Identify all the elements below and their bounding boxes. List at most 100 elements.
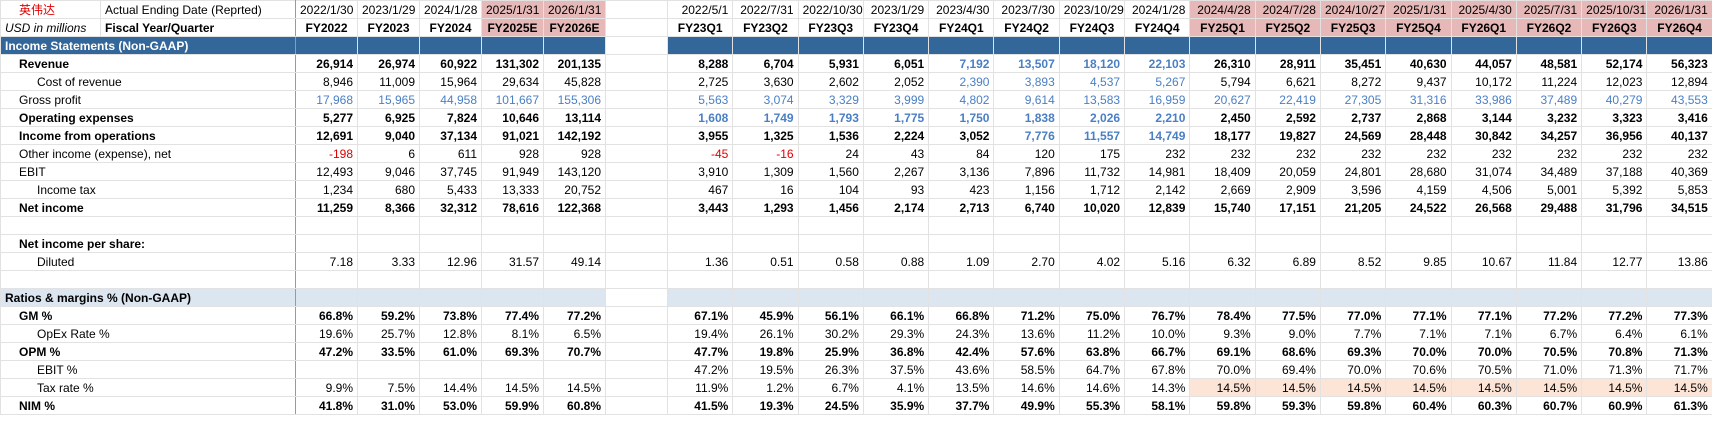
value-cell: 104	[797, 180, 864, 199]
value-cell: 2,737	[1319, 108, 1387, 127]
value-cell: 1.09	[928, 252, 995, 271]
value-cell: 2,052	[862, 72, 930, 91]
value-cell: 4.1%	[862, 378, 930, 397]
value-cell: 3,910	[666, 162, 734, 181]
empty-cell	[357, 234, 420, 253]
value-cell: 10,172	[1450, 72, 1517, 91]
spreadsheet: 英伟达 Actual Ending Date (Reprted) 2022/1/30…	[0, 0, 1712, 415]
value-cell: 14.5%	[1450, 378, 1517, 397]
value-cell: 6,925	[357, 108, 420, 127]
value-cell: 3,144	[1450, 108, 1517, 127]
empty-cell	[1450, 216, 1517, 235]
period-end-date: 2024/10/27	[1319, 0, 1387, 19]
empty-cell	[1189, 216, 1256, 235]
value-cell: 26.1%	[732, 324, 799, 343]
value-cell: 19.8%	[732, 342, 799, 361]
period-header: FY26Q4	[1646, 18, 1712, 37]
period-end-date: 2025/10/31	[1581, 0, 1648, 19]
section-cell	[1189, 36, 1256, 55]
value-cell: 13.5%	[928, 378, 995, 397]
value-cell	[419, 360, 482, 379]
value-cell: 78.4%	[1189, 306, 1256, 325]
value-cell: 25.7%	[357, 324, 420, 343]
spacer-cell	[605, 288, 668, 307]
empty-cell	[481, 216, 544, 235]
value-cell: 0.58	[797, 252, 864, 271]
value-cell: 142,192	[543, 126, 606, 145]
value-cell: 12,894	[1646, 72, 1712, 91]
row: OpEx Rate % 19.6% 25.7% 12.8% 8.1% 6.5% 19.4% 2…	[0, 324, 1712, 343]
section-cell	[797, 36, 864, 55]
value-cell: 14.5%	[1515, 378, 1583, 397]
value-cell: 59.8%	[1189, 396, 1256, 415]
empty-cell	[1581, 234, 1648, 253]
value-cell: 15,965	[357, 90, 420, 109]
value-cell: 7,192	[928, 54, 995, 73]
empty-cell	[1319, 270, 1387, 289]
period-end-date: 2025/1/31	[481, 0, 544, 19]
value-cell: 13,114	[543, 108, 606, 127]
period-header: FY23Q4	[862, 18, 930, 37]
row-label: Other income (expense), net	[0, 144, 296, 163]
row	[0, 270, 1712, 289]
value-cell: 8,946	[295, 72, 358, 91]
value-cell: 21,205	[1319, 198, 1387, 217]
period-end-date: 2025/4/30	[1450, 0, 1517, 19]
value-cell: 43,553	[1646, 90, 1712, 109]
value-cell: 78,616	[481, 198, 544, 217]
value-cell: 71.3%	[1646, 342, 1712, 361]
section-cell	[862, 36, 930, 55]
value-cell: 4.02	[1058, 252, 1126, 271]
value-cell: 24,522	[1385, 198, 1452, 217]
value-cell: 3,074	[732, 90, 799, 109]
empty-cell	[295, 216, 358, 235]
value-cell: 70.0%	[1450, 342, 1517, 361]
value-cell: 11.2%	[1058, 324, 1126, 343]
value-cell: 14.5%	[481, 378, 544, 397]
value-cell: 70.0%	[1189, 360, 1256, 379]
value-cell: 26,310	[1189, 54, 1256, 73]
value-cell: 101,667	[481, 90, 544, 109]
value-cell: 45,828	[543, 72, 606, 91]
value-cell: 52,174	[1581, 54, 1648, 73]
sheet-body: 英伟达 Actual Ending Date (Reprted) 2022/1/30…	[0, 0, 1712, 415]
period-end-date: 2024/7/28	[1254, 0, 1321, 19]
value-cell: 7.7%	[1319, 324, 1387, 343]
row-label: EBIT %	[0, 360, 296, 379]
section-cell	[666, 36, 734, 55]
value-cell: 24,801	[1319, 162, 1387, 181]
empty-cell	[1254, 234, 1321, 253]
value-cell: 7,776	[993, 126, 1060, 145]
value-cell: 5,392	[1581, 180, 1648, 199]
empty-cell	[543, 216, 606, 235]
empty-cell	[797, 216, 864, 235]
empty-cell	[1189, 234, 1256, 253]
value-cell: 47.7%	[666, 342, 734, 361]
value-cell: 77.1%	[1385, 306, 1452, 325]
value-cell: 17,151	[1254, 198, 1321, 217]
empty-cell	[862, 270, 930, 289]
value-cell: 70.8%	[1581, 342, 1648, 361]
value-cell: 11,732	[1058, 162, 1126, 181]
value-cell: 58.1%	[1124, 396, 1191, 415]
spacer-cell	[605, 18, 668, 37]
empty-cell	[1124, 234, 1191, 253]
value-cell: 3,630	[732, 72, 799, 91]
value-cell: 1,536	[797, 126, 864, 145]
period-header: FY26Q1	[1450, 18, 1517, 37]
spacer-cell	[605, 180, 668, 199]
row: NIM % 41.8% 31.0% 53.0% 59.9% 60.8% 41.5% 19.3%…	[0, 396, 1712, 415]
value-cell: 49.14	[543, 252, 606, 271]
spacer-cell	[605, 270, 668, 289]
empty-cell	[1124, 270, 1191, 289]
value-cell: 232	[1450, 144, 1517, 163]
company-name: 英伟达	[0, 0, 101, 19]
period-header: FY26Q3	[1581, 18, 1648, 37]
value-cell: 77.0%	[1319, 306, 1387, 325]
spacer-cell	[605, 198, 668, 217]
row: 英伟达 Actual Ending Date (Reprted) 2022/1/30…	[0, 0, 1712, 19]
value-cell: 31,796	[1581, 198, 1648, 217]
empty-cell	[1124, 216, 1191, 235]
value-cell: 0.88	[862, 252, 930, 271]
value-cell: 143,120	[543, 162, 606, 181]
